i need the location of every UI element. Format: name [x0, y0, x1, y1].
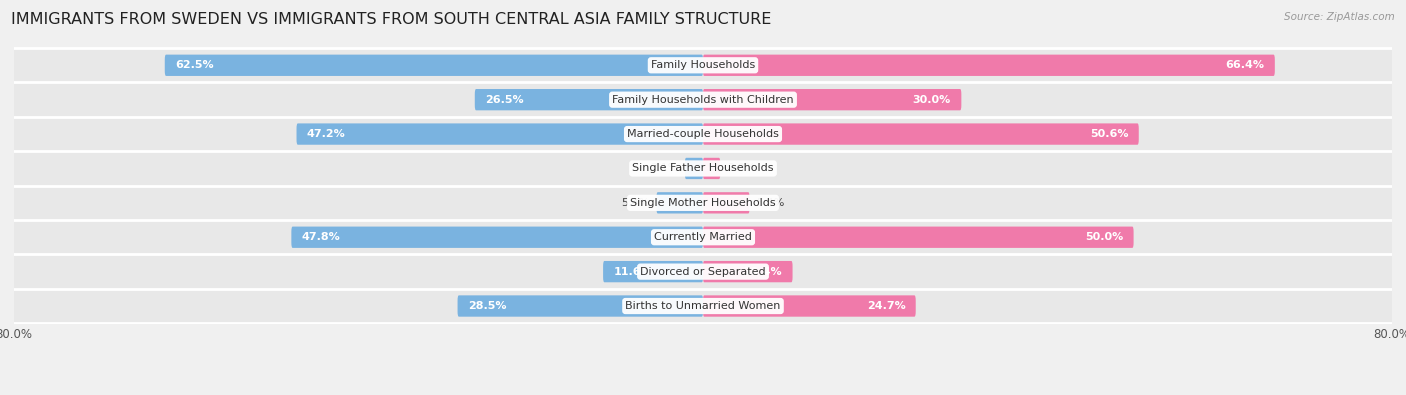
FancyBboxPatch shape [657, 192, 703, 214]
Text: Currently Married: Currently Married [654, 232, 752, 242]
Text: 47.2%: 47.2% [307, 129, 346, 139]
FancyBboxPatch shape [165, 55, 703, 76]
FancyBboxPatch shape [703, 295, 915, 317]
Text: 10.4%: 10.4% [744, 267, 782, 276]
Bar [14, 186, 1392, 220]
Bar [14, 220, 1392, 254]
Text: IMMIGRANTS FROM SWEDEN VS IMMIGRANTS FROM SOUTH CENTRAL ASIA FAMILY STRUCTURE: IMMIGRANTS FROM SWEDEN VS IMMIGRANTS FRO… [11, 12, 772, 27]
FancyBboxPatch shape [703, 89, 962, 110]
Text: 62.5%: 62.5% [176, 60, 214, 70]
Text: 5.4%: 5.4% [756, 198, 785, 208]
FancyBboxPatch shape [291, 227, 703, 248]
FancyBboxPatch shape [457, 295, 703, 317]
Text: Births to Unmarried Women: Births to Unmarried Women [626, 301, 780, 311]
Text: 66.4%: 66.4% [1226, 60, 1264, 70]
Bar [14, 254, 1392, 289]
Text: Source: ZipAtlas.com: Source: ZipAtlas.com [1284, 12, 1395, 22]
Text: 30.0%: 30.0% [912, 95, 950, 105]
FancyBboxPatch shape [297, 123, 703, 145]
Text: 26.5%: 26.5% [485, 95, 524, 105]
Text: 5.4%: 5.4% [621, 198, 650, 208]
FancyBboxPatch shape [703, 158, 720, 179]
Text: 28.5%: 28.5% [468, 301, 506, 311]
Text: Married-couple Households: Married-couple Households [627, 129, 779, 139]
Text: 50.6%: 50.6% [1090, 129, 1129, 139]
Text: Divorced or Separated: Divorced or Separated [640, 267, 766, 276]
FancyBboxPatch shape [703, 192, 749, 214]
Bar [14, 83, 1392, 117]
Text: 2.1%: 2.1% [650, 164, 678, 173]
Text: 11.6%: 11.6% [613, 267, 652, 276]
FancyBboxPatch shape [475, 89, 703, 110]
FancyBboxPatch shape [703, 227, 1133, 248]
Bar [14, 117, 1392, 151]
FancyBboxPatch shape [603, 261, 703, 282]
Text: Family Households with Children: Family Households with Children [612, 95, 794, 105]
Text: Family Households: Family Households [651, 60, 755, 70]
Text: 24.7%: 24.7% [866, 301, 905, 311]
Bar [14, 289, 1392, 323]
Text: 2.0%: 2.0% [727, 164, 755, 173]
FancyBboxPatch shape [703, 261, 793, 282]
Bar [14, 48, 1392, 83]
FancyBboxPatch shape [685, 158, 703, 179]
Text: 47.8%: 47.8% [302, 232, 340, 242]
FancyBboxPatch shape [703, 55, 1275, 76]
FancyBboxPatch shape [703, 123, 1139, 145]
Text: Single Father Households: Single Father Households [633, 164, 773, 173]
Text: 50.0%: 50.0% [1085, 232, 1123, 242]
Bar [14, 151, 1392, 186]
Text: Single Mother Households: Single Mother Households [630, 198, 776, 208]
